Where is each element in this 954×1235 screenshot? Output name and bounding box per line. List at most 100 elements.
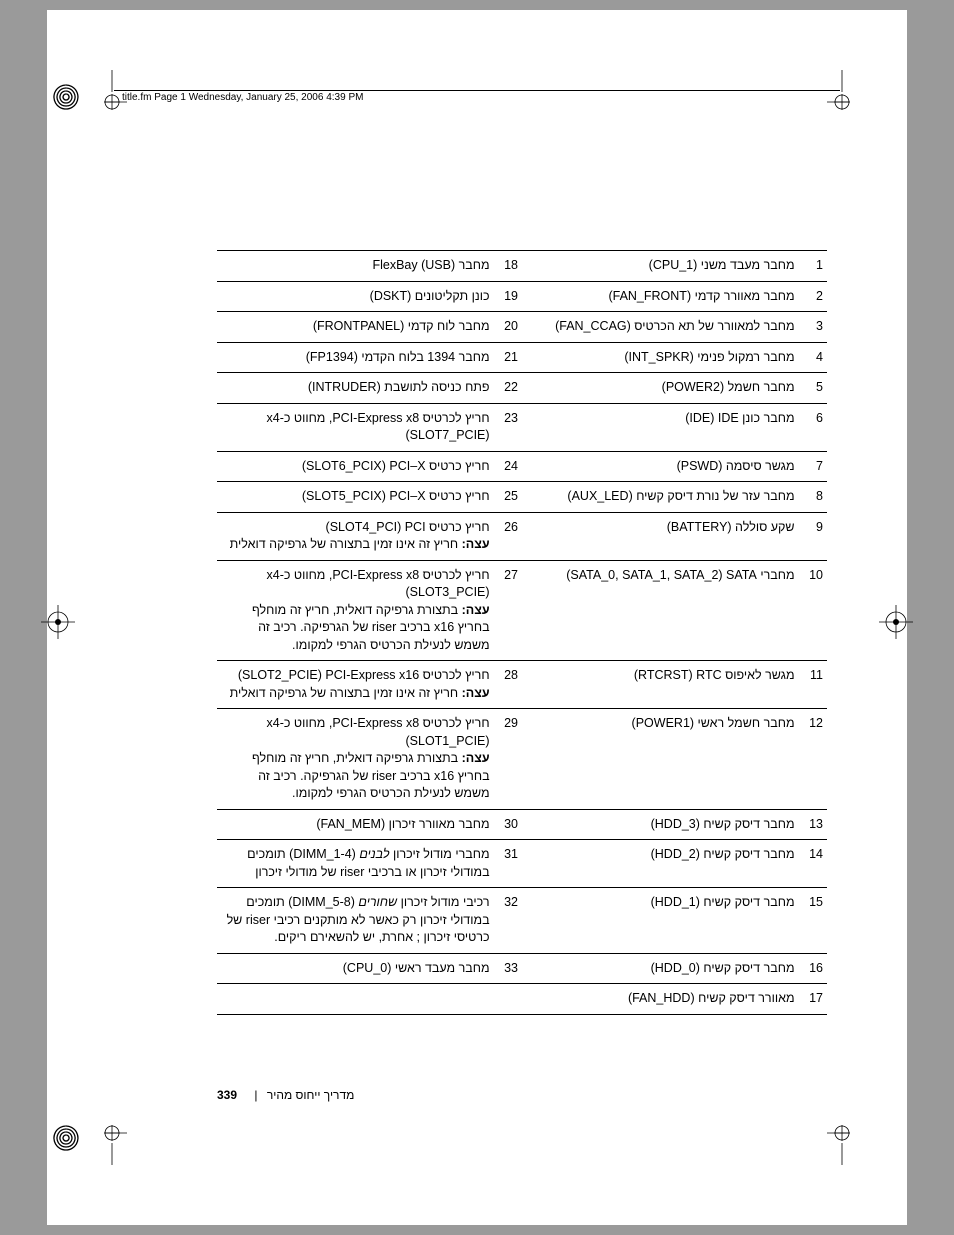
row-desc-1: מחבר עזר של נורת דיסק קשיח (AUX_LED) [522,482,799,513]
row-desc-2: מחבר מאוורר זיכרון (FAN_MEM) [217,809,494,840]
row-num-2: 33 [494,953,522,984]
row-num-1: 6 [799,403,827,451]
row-desc-2: פתח כניסה לתושבת (INTRUDER) [217,373,494,404]
row-num-1: 17 [799,984,827,1015]
row-desc-1: מגשר סיסמה (PSWD) [522,451,799,482]
row-num-1: 1 [799,251,827,282]
table-row: 1מחבר מעבד משני (CPU_1)18מחבר FlexBay (U… [217,251,827,282]
row-desc-2: מחברי מודול זיכרון לבנים (DIMM_1-4) תומכ… [217,840,494,888]
row-desc-2: חריץ כרטיס PCI–X ‏(SLOT6_PCIX) [217,451,494,482]
table-row: 15מחבר דיסק קשיח (HDD_1)32רכיבי מודול זי… [217,888,827,954]
crop-mark-br [827,1115,877,1165]
row-desc-1: מחבר דיסק קשיח (HDD_2) [522,840,799,888]
reg-mark-mr [879,605,913,639]
header-rule [114,90,840,91]
row-num-2: 31 [494,840,522,888]
footer-title: מדריך ייחוס מהיר [267,1088,355,1102]
row-desc-1: מחבר כונן IDE ‏(IDE) [522,403,799,451]
row-desc-2: חריץ לכרטיס PCI-Express x8, מחווט כ-x4 ‏… [217,403,494,451]
table-row: 3מחבר למאוורר של תא הכרטיס (FAN_CCAG)20מ… [217,312,827,343]
table-row: 10מחברי SATA ‏(SATA_0, SATA_1, SATA_2)27… [217,560,827,661]
row-desc-2: רכיבי מודול זיכרון שחורים (DIMM_5-8) תומ… [217,888,494,954]
row-num-1: 2 [799,281,827,312]
crop-mark-tr [827,70,877,120]
table-row: 5מחבר חשמל (POWER2)22פתח כניסה לתושבת (I… [217,373,827,404]
table-row: 17מאוורר דיסק קשיח (FAN_HDD) [217,984,827,1015]
row-desc-1: מחבר למאוורר של תא הכרטיס (FAN_CCAG) [522,312,799,343]
row-desc-2: מחבר מעבד ראשי (CPU_0) [217,953,494,984]
row-desc-1: מחבר דיסק קשיח (HDD_3) [522,809,799,840]
row-desc-2: חריץ כרטיס PCI ‏(SLOT4_PCI)עצה: חריץ זה … [217,512,494,560]
table-row: 16מחבר דיסק קשיח (HDD_0)33מחבר מעבד ראשי… [217,953,827,984]
row-num-2: 23 [494,403,522,451]
row-num-1: 11 [799,661,827,709]
table-row: 11מגשר לאיפוס RTC ‏(RTCRST)28חריץ לכרטיס… [217,661,827,709]
row-num-2: 26 [494,512,522,560]
row-num-2: 24 [494,451,522,482]
row-desc-1: מאוורר דיסק קשיח (FAN_HDD) [522,984,799,1015]
page-number: 339 [217,1088,237,1102]
table-row: 6מחבר כונן IDE ‏(IDE)23חריץ לכרטיס PCI-E… [217,403,827,451]
row-num-1: 14 [799,840,827,888]
row-num-1: 16 [799,953,827,984]
row-desc-1: מחבר דיסק קשיח (HDD_1) [522,888,799,954]
row-num-1: 4 [799,342,827,373]
crop-mark-tl [77,70,127,120]
row-num-2: 19 [494,281,522,312]
table-row: 4מחבר רמקול פנימי (INT_SPKR)21מחבר 1394 … [217,342,827,373]
row-desc-1: מחבר חשמל ראשי (POWER1) [522,709,799,810]
row-desc-2: חריץ לכרטיס PCI-Express x16 ‏(SLOT2_PCIE… [217,661,494,709]
spiral-icon-bottom [50,1122,82,1154]
row-desc-2: מחבר 1394 בלוח הקדמי (FP1394) [217,342,494,373]
row-desc-1: מגשר לאיפוס RTC ‏(RTCRST) [522,661,799,709]
row-desc-2: כונן תקליטונים (DSKT) [217,281,494,312]
table-row: 2מחבר מאוורר קדמי (FAN_FRONT)19כונן תקלי… [217,281,827,312]
row-num-1: 15 [799,888,827,954]
row-num-1: 7 [799,451,827,482]
row-num-2: 20 [494,312,522,343]
row-desc-2: חריץ כרטיס PCI–X ‏(SLOT5_PCIX) [217,482,494,513]
row-num-1: 5 [799,373,827,404]
row-desc-2: מחבר FlexBay (USB) [217,251,494,282]
crop-mark-bl [77,1115,127,1165]
table-row: 12מחבר חשמל ראשי (POWER1)29חריץ לכרטיס P… [217,709,827,810]
reg-mark-ml [41,605,75,639]
row-num-2: 29 [494,709,522,810]
table-row: 8מחבר עזר של נורת דיסק קשיח (AUX_LED)25ח… [217,482,827,513]
row-desc-1: מחבר חשמל (POWER2) [522,373,799,404]
page-footer: מדריך ייחוס מהיר | 339 [217,1088,827,1102]
row-desc-2 [217,984,494,1015]
row-num-2 [494,984,522,1015]
row-desc-1: מחבר רמקול פנימי (INT_SPKR) [522,342,799,373]
row-num-1: 8 [799,482,827,513]
row-desc-2: חריץ לכרטיס PCI-Express x8, מחווט כ-x4 ‏… [217,560,494,661]
row-num-2: 28 [494,661,522,709]
row-desc-1: מחבר דיסק קשיח (HDD_0) [522,953,799,984]
table-row: 14מחבר דיסק קשיח (HDD_2)31מחברי מודול זי… [217,840,827,888]
row-desc-1: מחברי SATA ‏(SATA_0, SATA_1, SATA_2) [522,560,799,661]
row-num-2: 32 [494,888,522,954]
row-num-1: 13 [799,809,827,840]
table-container: 1מחבר מעבד משני (CPU_1)18מחבר FlexBay (U… [217,250,827,1015]
component-table: 1מחבר מעבד משני (CPU_1)18מחבר FlexBay (U… [217,250,827,1015]
row-num-2: 18 [494,251,522,282]
table-row: 7מגשר סיסמה (PSWD)24חריץ כרטיס PCI–X ‏(S… [217,451,827,482]
row-num-1: 3 [799,312,827,343]
row-num-2: 21 [494,342,522,373]
row-num-2: 27 [494,560,522,661]
row-num-1: 10 [799,560,827,661]
row-desc-1: שקע סוללה (BATTERY) [522,512,799,560]
row-num-2: 30 [494,809,522,840]
footer-separator: | [254,1088,257,1102]
document-page: title.fm Page 1 Wednesday, January 25, 2… [47,10,907,1225]
row-num-1: 9 [799,512,827,560]
table-row: 13מחבר דיסק קשיח (HDD_3)30מחבר מאוורר זי… [217,809,827,840]
table-row: 9שקע סוללה (BATTERY)26חריץ כרטיס PCI ‏(S… [217,512,827,560]
row-desc-1: מחבר מעבד משני (CPU_1) [522,251,799,282]
row-desc-2: מחבר לוח קדמי (FRONTPANEL) [217,312,494,343]
row-desc-1: מחבר מאוורר קדמי (FAN_FRONT) [522,281,799,312]
row-num-2: 22 [494,373,522,404]
row-num-2: 25 [494,482,522,513]
row-num-1: 12 [799,709,827,810]
row-desc-2: חריץ לכרטיס PCI-Express x8, מחווט כ-x4 ‏… [217,709,494,810]
